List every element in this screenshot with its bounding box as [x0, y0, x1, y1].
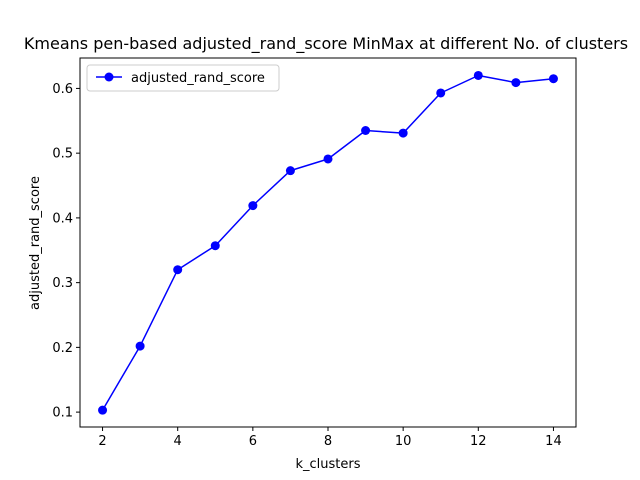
y-tick-label: 0.4 — [52, 211, 73, 226]
data-point — [173, 265, 183, 275]
legend-label: adjusted_rand_score — [131, 71, 265, 86]
y-tick-label: 0.6 — [52, 82, 73, 97]
series-layer — [98, 70, 558, 415]
x-tick-label: 8 — [324, 434, 332, 449]
data-point — [135, 341, 145, 351]
y-tick-label: 0.2 — [52, 341, 73, 356]
x-axis-ticks: 2 4 6 8 10 12 14 — [98, 427, 562, 449]
data-point — [548, 74, 558, 84]
data-point — [511, 78, 521, 88]
y-tick-label: 0.5 — [52, 147, 73, 162]
x-tick-label: 6 — [249, 434, 257, 449]
y-tick-label: 0.1 — [52, 406, 73, 421]
data-point — [248, 201, 258, 211]
data-point — [398, 128, 408, 138]
legend: adjusted_rand_score — [86, 64, 280, 92]
x-tick-label: 4 — [174, 434, 182, 449]
x-tick-label: 14 — [545, 434, 562, 449]
x-tick-label: 12 — [470, 434, 487, 449]
x-tick-label: 2 — [98, 434, 106, 449]
x-tick-label: 10 — [395, 434, 412, 449]
x-axis-label: k_clusters — [295, 457, 360, 472]
y-axis-ticks: 0.1 0.2 0.3 0.4 0.5 0.6 — [52, 82, 80, 421]
data-point — [361, 126, 371, 136]
legend-marker-swatch — [104, 72, 114, 82]
data-point — [210, 241, 220, 251]
data-point — [323, 154, 333, 164]
chart-title: Kmeans pen-based adjusted_rand_score Min… — [24, 34, 628, 54]
data-point — [285, 166, 295, 176]
y-tick-label: 0.3 — [52, 276, 73, 291]
data-point — [98, 405, 108, 415]
y-axis-label: adjusted_rand_score — [28, 176, 43, 310]
data-point — [436, 88, 446, 98]
legend-box — [86, 64, 280, 92]
data-point — [473, 70, 483, 80]
